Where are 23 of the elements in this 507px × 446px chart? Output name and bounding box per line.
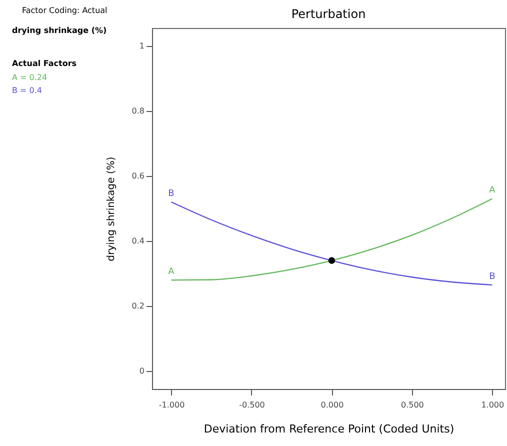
y-tick-label: 0 (139, 366, 144, 376)
x-tick-label: -1.000 (158, 400, 185, 410)
y-tick-label: 0.8 (132, 106, 144, 116)
text: Actual Factors (12, 59, 77, 68)
x-tick-label: 0.500 (400, 400, 424, 410)
series-label: B (489, 272, 496, 282)
y-tick-label: 0.6 (132, 171, 144, 180)
x-axis-title: Deviation from Reference Point (Coded Units) (204, 422, 454, 436)
text: A (489, 186, 496, 196)
chart-title: Perturbation (291, 7, 366, 21)
y-axis-title: drying shrinkage (%) (106, 156, 117, 262)
x-tick-label: 1.000 (481, 400, 504, 410)
text: A = 0.24 (12, 73, 48, 82)
text: B = 0.4 (12, 86, 42, 95)
text: B (168, 188, 174, 199)
x-tick-label: -0.500 (239, 400, 265, 410)
text: drying shrinkage (%) (12, 26, 107, 35)
y-tick-label: 0.4 (132, 236, 144, 246)
y-tick-label: 1 (139, 41, 144, 50)
series-label: A (168, 267, 176, 278)
y-tick-label: 0.2 (132, 302, 144, 311)
text: Factor Coding: Actual (22, 6, 108, 15)
x-tick-label: 0.000 (320, 400, 344, 410)
